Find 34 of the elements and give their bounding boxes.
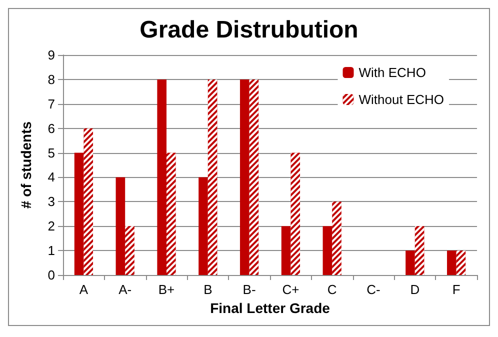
x-tick-label: F (452, 282, 460, 297)
y-tick-label: 9 (48, 48, 55, 62)
y-tick-label: 7 (48, 96, 55, 112)
y-tick-label: 4 (48, 170, 55, 185)
bar (281, 226, 291, 275)
legend-label: With ECHO (358, 65, 426, 80)
x-tick-label: C- (366, 282, 380, 297)
x-tick-label: B+ (158, 282, 175, 297)
bar (157, 79, 166, 275)
y-tick-label: 2 (48, 218, 55, 234)
y-tick-label: 8 (48, 72, 55, 87)
bar (74, 152, 84, 275)
bar (116, 177, 126, 275)
bar (322, 226, 332, 275)
chart-title: Grade Distrubution (140, 16, 358, 44)
bar (406, 250, 415, 275)
bar (198, 177, 208, 275)
y-tick-label: 5 (48, 145, 55, 160)
x-tick-label: A (79, 282, 88, 297)
y-tick-label: 3 (48, 194, 55, 210)
x-axis-title: Final Letter Grade (210, 300, 330, 316)
y-tick-label: 0 (48, 268, 55, 282)
bar (240, 79, 250, 275)
y-tick-label: 1 (48, 243, 55, 258)
x-tick-label: C (327, 282, 337, 297)
x-tick-label: A- (118, 282, 132, 297)
x-tick-label: C+ (282, 282, 300, 297)
x-tick-label: B- (242, 282, 256, 297)
bar (446, 250, 456, 275)
x-tick-label: D (410, 282, 420, 297)
y-tick-label: 6 (48, 120, 55, 136)
x-tick-label: B (204, 282, 212, 297)
y-axis-title: # of students (18, 121, 34, 209)
legend-label: Without ECHO (358, 92, 444, 107)
